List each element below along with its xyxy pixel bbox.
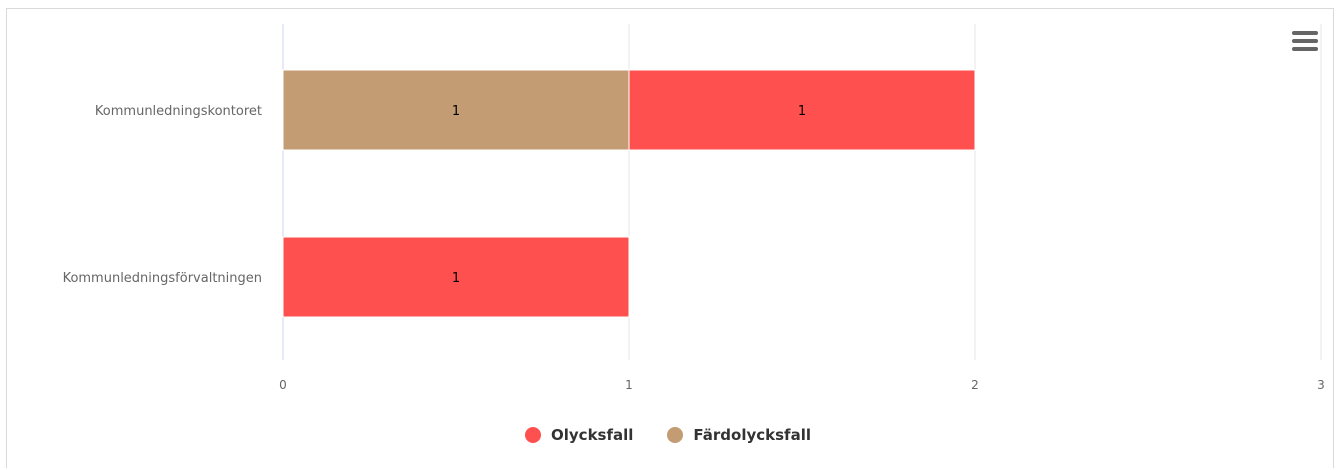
menu-bar-top [1292, 31, 1318, 35]
menu-bar-bottom [1292, 47, 1318, 51]
legend-item[interactable]: Färdolycksfall [667, 426, 811, 444]
legend-item[interactable]: Olycksfall [525, 426, 633, 444]
bar-färdolycksfall [282, 69, 630, 151]
hamburger-menu-icon[interactable] [1292, 31, 1318, 55]
bar-olycksfall [282, 236, 630, 318]
category-label: Kommunledningsförvaltningen [63, 271, 262, 286]
x-tick-label: 2 [971, 378, 979, 392]
legend-label: Färdolycksfall [693, 426, 811, 444]
x-tick-label: 1 [625, 378, 633, 392]
data-label: 1 [798, 104, 806, 119]
x-tick-label: 3 [1317, 378, 1325, 392]
data-label: 1 [452, 271, 460, 286]
legend-marker [667, 427, 684, 443]
bar-olycksfall [628, 69, 976, 151]
category-label: Kommunledningskontoret [95, 104, 262, 119]
legend-label: Olycksfall [551, 426, 634, 444]
legend-marker [525, 427, 541, 443]
data-label: 1 [452, 104, 460, 119]
x-tick-label: 0 [279, 378, 287, 392]
menu-bar-middle [1292, 39, 1318, 43]
chart-legend: Olycksfall Färdolycksfall [0, 426, 1336, 444]
